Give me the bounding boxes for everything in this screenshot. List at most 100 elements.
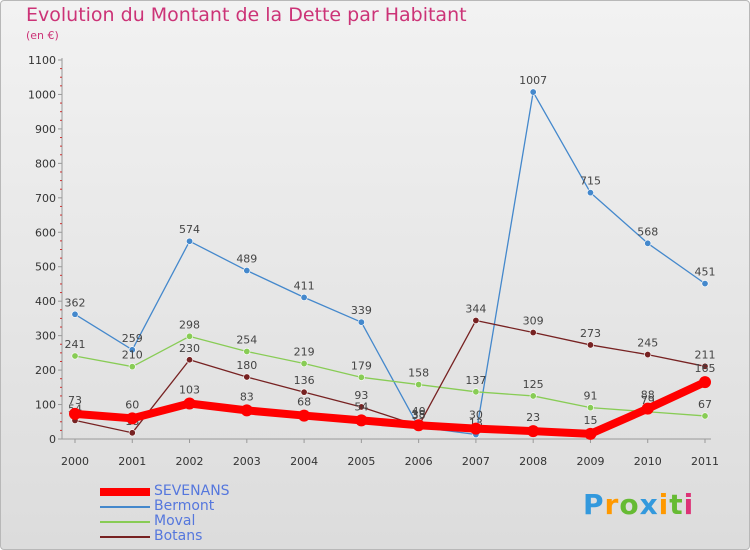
x-tick-label: 2002	[176, 455, 204, 468]
data-label: 30	[469, 409, 483, 422]
x-tick-label: 2007	[462, 455, 490, 468]
x-tick-label: 2005	[347, 455, 375, 468]
data-point	[357, 403, 365, 411]
data-point	[529, 88, 537, 96]
data-label: 68	[297, 396, 311, 409]
data-point	[529, 329, 537, 337]
data-label: 179	[351, 359, 372, 372]
legend-item-botans: Botans	[100, 529, 300, 544]
series-line-moval	[74, 335, 706, 417]
chart-title: Evolution du Montant de la Dette par Hab…	[26, 4, 467, 26]
data-point	[128, 363, 136, 371]
data-point	[128, 429, 136, 437]
data-point	[71, 310, 79, 318]
data-label: 15	[583, 414, 597, 427]
data-point	[71, 352, 79, 360]
data-label: 298	[179, 318, 200, 331]
data-label: 88	[641, 389, 655, 402]
data-point	[300, 360, 308, 368]
data-label: 103	[179, 384, 200, 397]
data-label: 230	[179, 342, 200, 355]
data-point	[412, 419, 425, 432]
data-point	[584, 427, 597, 440]
legend-label: Bermont	[154, 498, 215, 514]
y-tick-label: 700	[35, 192, 56, 205]
legend-swatch	[100, 488, 150, 496]
data-point	[641, 402, 654, 415]
data-label: 210	[122, 349, 143, 362]
data-point	[183, 397, 196, 410]
data-point	[186, 356, 194, 364]
data-point	[126, 412, 139, 425]
data-label: 219	[294, 346, 315, 359]
data-point	[699, 376, 711, 389]
data-point	[355, 414, 368, 427]
data-label: 91	[583, 390, 597, 403]
data-label: 489	[236, 253, 257, 266]
series-line-sevenans	[71, 378, 709, 438]
data-label: 180	[236, 359, 257, 372]
legend-item-bermont: Bermont	[100, 499, 300, 514]
data-label: 411	[294, 279, 315, 292]
data-label: 54	[354, 400, 368, 413]
data-label: 574	[179, 223, 200, 236]
data-label: 60	[125, 398, 139, 411]
x-tick-label: 2000	[61, 455, 89, 468]
data-point	[527, 425, 540, 438]
data-label: 339	[351, 304, 372, 317]
y-tick-label: 800	[35, 157, 56, 170]
data-label: 362	[65, 296, 86, 309]
data-point	[69, 407, 81, 420]
x-tick-label: 2004	[290, 455, 318, 468]
data-label: 158	[408, 367, 429, 380]
legend-label: SEVENANS	[154, 483, 230, 499]
y-tick-label: 200	[35, 364, 56, 377]
data-label: 211	[695, 348, 716, 361]
data-point	[243, 373, 251, 381]
data-point	[357, 318, 365, 326]
data-label: 568	[637, 225, 658, 238]
x-tick-label: 2008	[519, 455, 547, 468]
y-tick-label: 300	[35, 330, 56, 343]
legend: SEVENANS Bermont Moval Botans	[100, 484, 300, 544]
data-point	[128, 346, 136, 354]
data-label: 23	[526, 411, 540, 424]
series-line-botans	[74, 319, 706, 434]
data-label: 715	[580, 175, 601, 188]
data-label: 165	[695, 362, 716, 375]
data-point	[469, 422, 482, 435]
proxiti-logo: Proxiti	[583, 488, 695, 521]
data-label: 93	[354, 389, 368, 402]
legend-label: Moval	[154, 513, 196, 529]
chart-subtitle: (en €)	[26, 29, 59, 42]
data-point	[529, 392, 537, 400]
data-label: 125	[523, 378, 544, 391]
x-tick-label: 2003	[233, 455, 261, 468]
data-point	[240, 404, 253, 417]
data-point	[357, 373, 365, 381]
data-point	[472, 388, 480, 396]
data-point	[586, 189, 594, 197]
legend-swatch	[100, 521, 150, 523]
data-label: 344	[465, 302, 486, 315]
data-point	[415, 381, 423, 389]
data-point	[186, 332, 194, 340]
data-label: 245	[637, 337, 658, 350]
data-point	[472, 316, 480, 324]
data-label: 67	[698, 398, 712, 411]
data-point	[701, 412, 709, 420]
x-tick-label: 2011	[691, 455, 719, 468]
legend-swatch	[100, 506, 150, 508]
x-tick-label: 2006	[405, 455, 433, 468]
y-tick-label: 1000	[28, 88, 56, 101]
data-label: 241	[65, 338, 86, 351]
data-point	[701, 280, 709, 288]
data-label: 259	[122, 332, 143, 345]
data-label: 273	[580, 327, 601, 340]
legend-item-moval: Moval	[100, 514, 300, 529]
data-label: 309	[523, 315, 544, 328]
data-point	[300, 388, 308, 396]
data-point	[300, 293, 308, 301]
